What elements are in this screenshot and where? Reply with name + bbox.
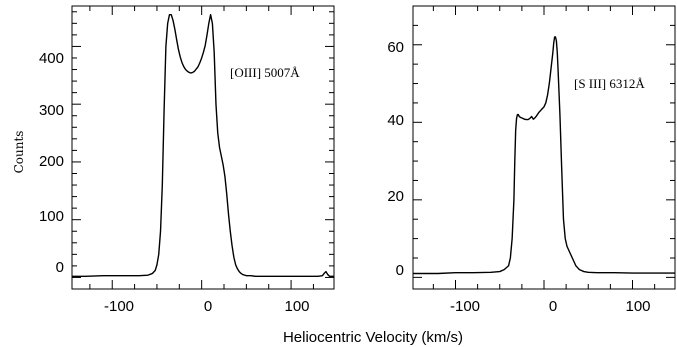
x-tick-label-neg100: -100 bbox=[450, 298, 480, 315]
y-tick-label-200: 200 bbox=[39, 153, 64, 170]
y-axis-title: Counts bbox=[12, 131, 26, 174]
line-annotation-oiii: [OIII] 5007Å bbox=[230, 65, 300, 80]
y-tick-label-60: 60 bbox=[387, 39, 404, 56]
tick-marks bbox=[413, 5, 675, 289]
tick-marks bbox=[72, 6, 334, 290]
series-line bbox=[72, 13, 334, 277]
y-tick-label-20: 20 bbox=[387, 188, 404, 205]
x-tick-label-neg100: -100 bbox=[104, 298, 134, 315]
y-tick-label-0: 0 bbox=[396, 262, 404, 279]
x-tick-label-0: 0 bbox=[204, 298, 212, 315]
x-axis-title: Heliocentric Velocity (km/s) bbox=[283, 329, 463, 346]
plot-frame bbox=[71, 5, 335, 290]
y-tick-label-100: 100 bbox=[39, 208, 64, 225]
panel-oiii: 0 100 200 300 400 -100 0 100 Counts [OII… bbox=[12, 5, 335, 315]
panel-siii: 0 20 40 60 -100 0 100 [S III] 6312Å bbox=[387, 5, 676, 315]
series-line bbox=[413, 36, 675, 275]
y-tick-label-300: 300 bbox=[39, 102, 64, 119]
x-tick-label-100: 100 bbox=[625, 298, 650, 315]
y-tick-label-400: 400 bbox=[39, 50, 64, 67]
y-tick-label-40: 40 bbox=[387, 112, 404, 129]
y-tick-label-0: 0 bbox=[56, 259, 64, 276]
x-tick-label-100: 100 bbox=[284, 298, 309, 315]
plot-frame bbox=[412, 5, 676, 290]
line-annotation-siii: [S III] 6312Å bbox=[574, 76, 645, 91]
x-tick-label-0: 0 bbox=[549, 298, 557, 315]
